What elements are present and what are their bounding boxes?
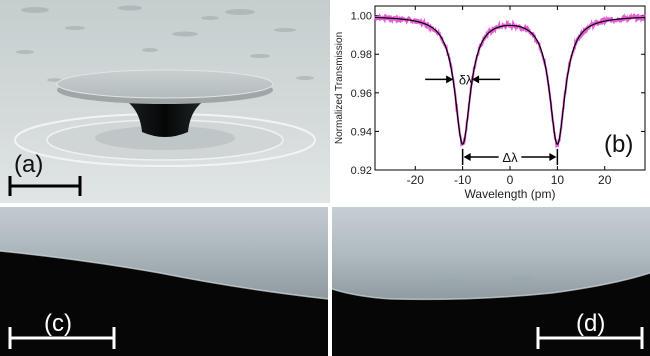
disk-surface-d — [332, 207, 650, 300]
panel-b-transmission-chart: -20 -10 0 10 20 0.92 0.94 0.96 0.98 1.00 δλ Δλ Nor… — [330, 0, 650, 203]
surface-particles — [16, 5, 314, 82]
splitting-arrowhead-right — [549, 152, 557, 161]
splitting-arrowhead-left — [463, 152, 471, 161]
transmission-chart: -20 -10 0 10 20 0.92 0.94 0.96 0.98 1.00 δλ Δλ Nor… — [334, 5, 647, 201]
pedestal-base-shadow — [95, 126, 235, 150]
scale-bar-c — [8, 327, 116, 349]
x-tick-label: 0 — [507, 173, 514, 187]
x-tick-label: -10 — [454, 173, 472, 187]
linewidth-arrowhead-right — [472, 75, 480, 84]
panel-c-sem-edge: (c) — [0, 207, 328, 356]
microdisk-image: (a) — [0, 0, 330, 203]
x-axis-label: Wavelength (pm) — [465, 187, 556, 201]
panel-a-sem-microdisk: (a) — [0, 0, 330, 203]
scale-bar-d — [536, 327, 644, 349]
y-tick-label: 0.96 — [351, 88, 372, 100]
series-fit — [374, 16, 646, 145]
edge-closeup-image-d: (d) — [332, 207, 650, 356]
panel-label-c: (c) — [44, 310, 72, 337]
panel-label-d: (d) — [576, 310, 605, 337]
y-tick-label: 1.00 — [351, 11, 372, 23]
linewidth-arrowhead-left — [446, 75, 454, 84]
linewidth-label: δλ — [459, 72, 473, 87]
edge-closeup-image-c: (c) — [0, 207, 328, 356]
y-tick-label: 0.94 — [351, 126, 372, 138]
y-tick-label: 0.92 — [351, 165, 372, 177]
splitting-label: Δλ — [502, 150, 518, 165]
y-axis-label: Normalized Transmission — [334, 32, 345, 144]
disk-surface-c — [0, 207, 328, 299]
panel-label-a: (a) — [14, 151, 43, 178]
plot-area — [374, 5, 646, 171]
disk-top-surface — [56, 69, 274, 99]
panel-label-b: (b) — [604, 131, 633, 158]
x-tick-label: 10 — [551, 173, 565, 187]
y-tick-label: 0.98 — [351, 49, 372, 61]
panel-d-sem-edge: (d) — [332, 207, 650, 356]
scale-bar-a — [8, 176, 82, 196]
silicon-pedestal — [125, 100, 205, 137]
x-tick-label: -20 — [407, 173, 425, 187]
x-tick-label: 20 — [598, 173, 612, 187]
